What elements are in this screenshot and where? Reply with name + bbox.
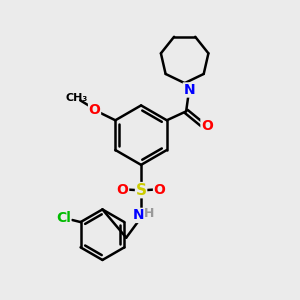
Text: Cl: Cl (56, 211, 71, 225)
Text: S: S (136, 183, 147, 198)
Text: O: O (117, 182, 129, 197)
Text: N: N (132, 208, 144, 222)
Text: O: O (88, 103, 101, 117)
Text: O: O (201, 119, 213, 133)
Text: O: O (154, 182, 165, 197)
Text: N: N (183, 83, 195, 97)
Text: H: H (144, 206, 154, 220)
Text: CH₃: CH₃ (66, 93, 88, 103)
